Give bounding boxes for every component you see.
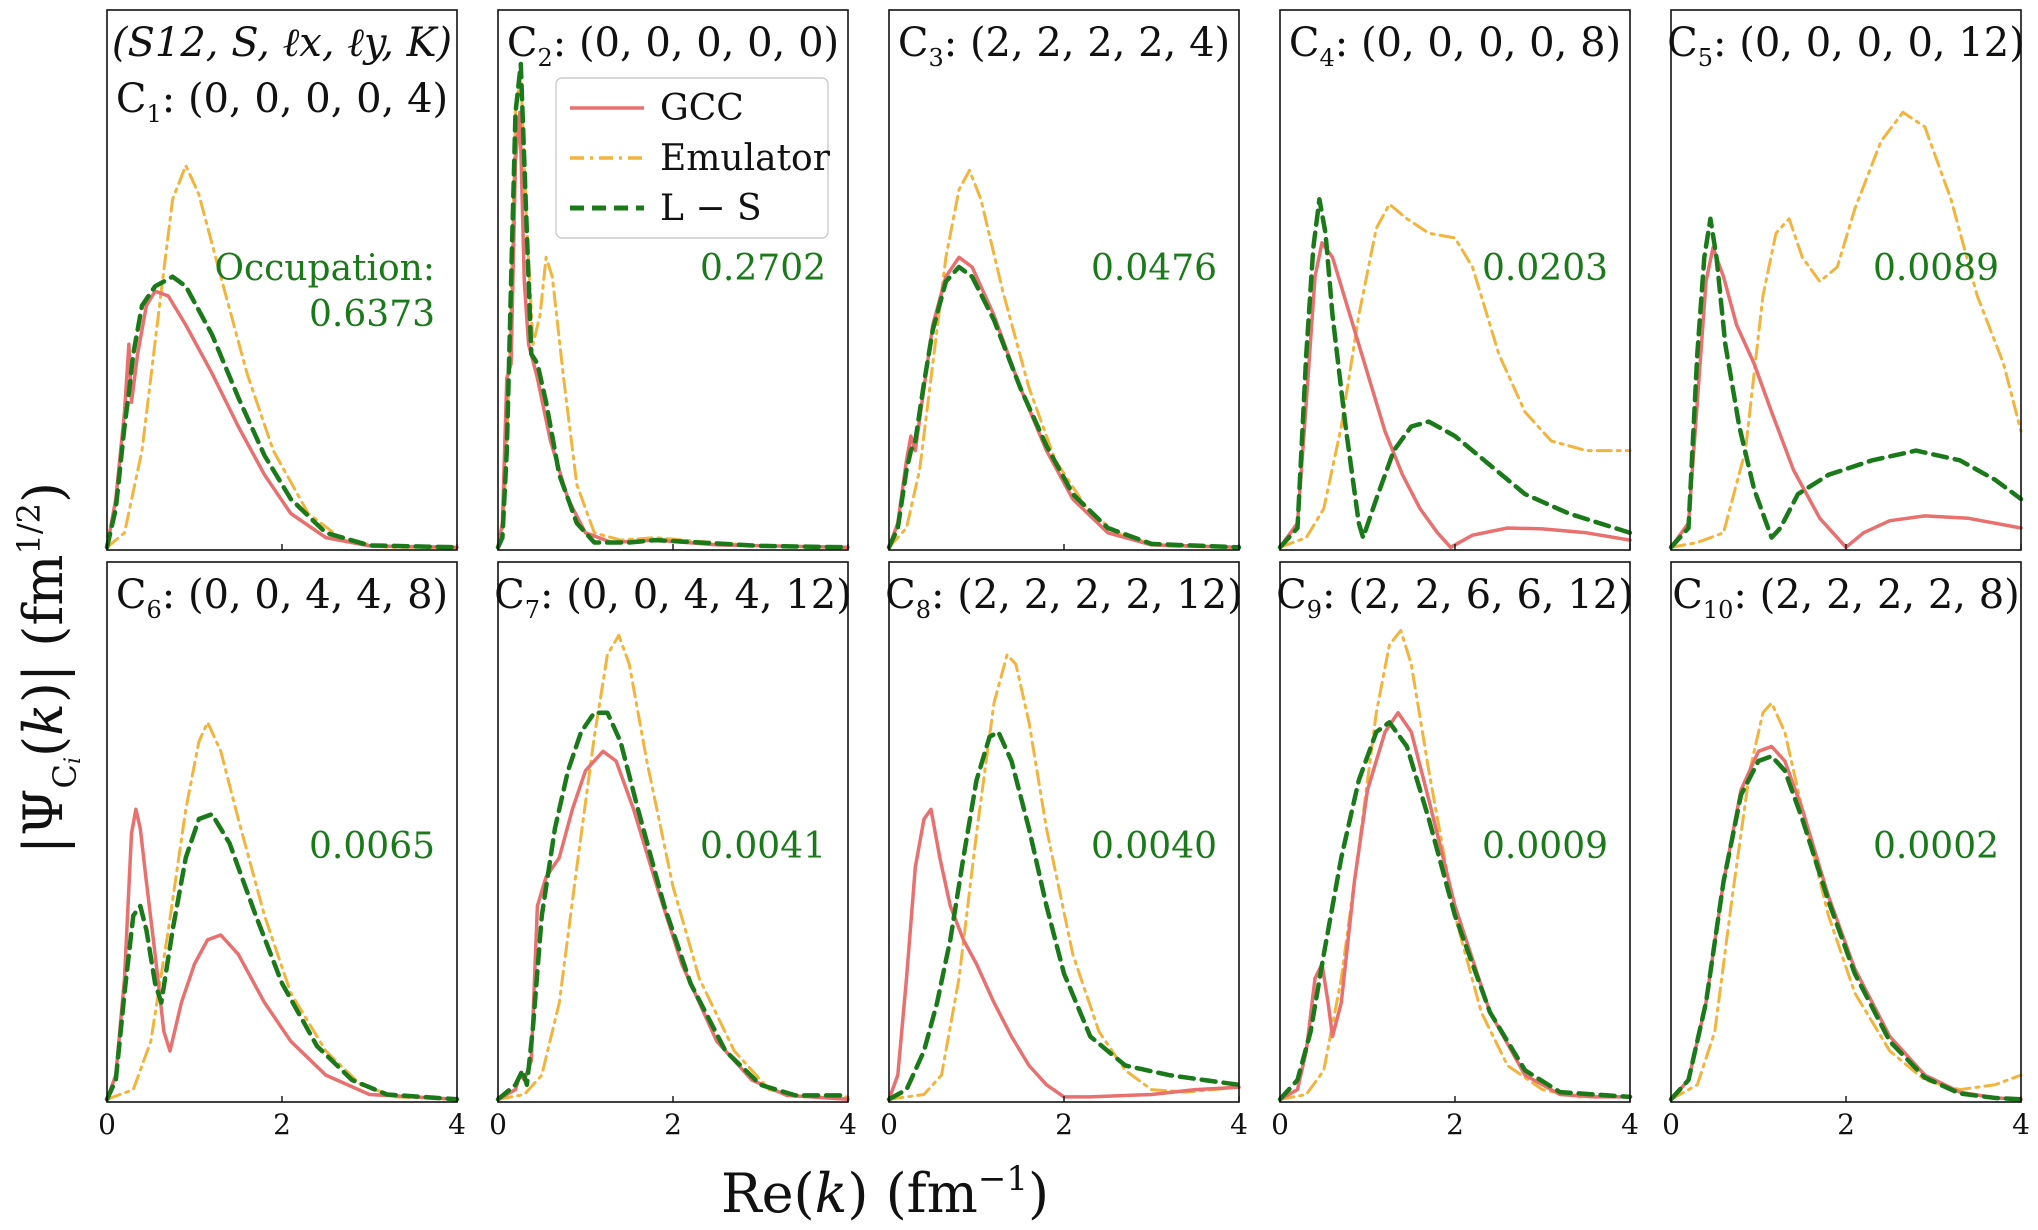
curve-emu-c5 — [1669, 110, 2023, 549]
curve-ls-c9 — [1277, 720, 1633, 1102]
panel-title: C4: (0, 0, 0, 0, 8) — [1289, 20, 1621, 72]
panel-c2: C2: (0, 0, 0, 0, 0) 0.2702 GCC Emulator L − … — [495, 9, 851, 551]
curve-gcc-c1 — [105, 289, 459, 550]
panel-c1: (S12, S, ℓx, ℓy, K) C1: (0, 0, 0, 0, 4) Oc… — [104, 9, 460, 551]
curve-gcc-c3 — [887, 255, 1241, 550]
curve-ls-c7 — [495, 710, 851, 1102]
x-tick-label: 4 — [2012, 1108, 2030, 1141]
curve-emu-c4 — [1278, 202, 1632, 549]
curve-emu-c7 — [496, 633, 850, 1101]
svg-text:|ΨCi(k)| (fm1/2): |ΨCi(k)| (fm1/2) — [10, 482, 86, 854]
panel-title: C5: (0, 0, 0, 0, 12) — [1667, 20, 2025, 72]
panel-c6: 0 2 4 C6: (0, 0, 4, 4, 8) 0.0065 — [98, 561, 466, 1141]
x-tick-label: 0 — [98, 1108, 116, 1141]
x-tick-label: 2 — [1837, 1108, 1855, 1141]
curve-ls-c4 — [1277, 197, 1633, 550]
x-tick-label: 0 — [1662, 1108, 1680, 1141]
x-tick-label: 2 — [664, 1108, 682, 1141]
curve-ls-c10 — [1668, 753, 2024, 1102]
curve-ls-c5 — [1668, 216, 2024, 550]
curve-gcc-c10 — [1669, 744, 2023, 1102]
occupation-value: 0.0089 — [1873, 248, 1999, 289]
curve-ls-c6 — [104, 811, 460, 1102]
panel-title: C2: (0, 0, 0, 0, 0) — [507, 20, 839, 72]
panel-title: C6: (0, 0, 4, 4, 8) — [116, 572, 448, 624]
x-tick-label: 4 — [1621, 1108, 1639, 1141]
panel-title: C9: (2, 2, 6, 6, 12) — [1276, 572, 1634, 624]
x-tick-label: 2 — [1055, 1108, 1073, 1141]
curve-ls-c1 — [104, 274, 460, 550]
panel-title: C1: (0, 0, 0, 0, 4) — [116, 76, 448, 128]
x-tick-label: 0 — [489, 1108, 507, 1141]
occupation-value: 0.0040 — [1091, 826, 1217, 867]
curve-emu-c9 — [1278, 629, 1632, 1101]
x-axis-label: Re(k) (fm−1) — [721, 1159, 1049, 1225]
curve-emu-c6 — [105, 720, 459, 1101]
occupation-value: 0.6373 — [309, 294, 435, 335]
x-tick-label: 0 — [1271, 1108, 1289, 1141]
panel-c9: 0 2 4 C9: (2, 2, 6, 6, 12) 0.0009 — [1271, 561, 1639, 1141]
legend-label-gcc: GCC — [660, 88, 744, 129]
curve-gcc-c5 — [1669, 245, 2023, 550]
occupation-label: Occupation: — [215, 248, 436, 289]
panel-c10: 0 2 4 C10: (2, 2, 2, 2, 8) 0.0002 — [1662, 561, 2030, 1141]
curve-ls-c8 — [886, 729, 1242, 1102]
x-tick-label: 0 — [880, 1108, 898, 1141]
panel-c7: 0 2 4 C7: (0, 0, 4, 4, 12) 0.0041 — [489, 561, 857, 1141]
occupation-value: 0.0476 — [1091, 248, 1217, 289]
legend: GCC Emulator L − S — [555, 77, 831, 239]
x-tick-label: 4 — [1230, 1108, 1248, 1141]
x-tick-label: 4 — [839, 1108, 857, 1141]
curve-emu-c10 — [1669, 701, 2023, 1101]
panels: (S12, S, ℓx, ℓy, K) C1: (0, 0, 0, 0, 4) Oc… — [98, 9, 2030, 1141]
panel-title: C10: (2, 2, 2, 2, 8) — [1672, 572, 2020, 624]
legend-label-ls: L − S — [660, 188, 762, 229]
curve-ls-c3 — [886, 264, 1242, 550]
panel-title: C8: (2, 2, 2, 2, 12) — [885, 572, 1243, 624]
curve-gcc-c4 — [1278, 241, 1632, 550]
curve-emu-c8 — [887, 653, 1241, 1101]
occupation-value: 0.0203 — [1482, 248, 1608, 289]
curve-emu-c3 — [887, 168, 1241, 549]
legend-label-emu: Emulator — [660, 138, 831, 179]
occupation-value: 0.0002 — [1873, 826, 1999, 867]
panel-title: C3: (2, 2, 2, 2, 4) — [898, 20, 1230, 72]
legend-box — [555, 77, 829, 239]
panel-header: (S12, S, ℓx, ℓy, K) — [112, 20, 452, 66]
curve-gcc-c6 — [105, 807, 459, 1102]
occupation-value: 0.0041 — [700, 826, 826, 867]
occupation-value: 0.0009 — [1482, 826, 1608, 867]
panel-c3: C3: (2, 2, 2, 2, 4) 0.0476 — [886, 9, 1242, 551]
curve-gcc-c9 — [1278, 710, 1632, 1102]
x-tick-label: 2 — [273, 1108, 291, 1141]
panel-title: C7: (0, 0, 4, 4, 12) — [494, 572, 852, 624]
x-tick-label: 2 — [1446, 1108, 1464, 1141]
occupation-value: 0.2702 — [700, 248, 826, 289]
panel-c5: C5: (0, 0, 0, 0, 12) 0.0089 — [1667, 9, 2025, 551]
curve-gcc-c8 — [887, 807, 1241, 1102]
curve-emu-c1 — [105, 164, 459, 549]
y-axis-label: |ΨCi(k)| (fm1/2) — [10, 482, 86, 854]
panel-c4: C4: (0, 0, 0, 0, 8) 0.0203 — [1277, 9, 1633, 551]
curve-ls-c2 — [495, 61, 851, 550]
x-tick-label: 4 — [448, 1108, 466, 1141]
panel-c8: 0 2 4 C8: (2, 2, 2, 2, 12) 0.0040 — [880, 561, 1248, 1141]
occupation-value: 0.0065 — [309, 826, 435, 867]
